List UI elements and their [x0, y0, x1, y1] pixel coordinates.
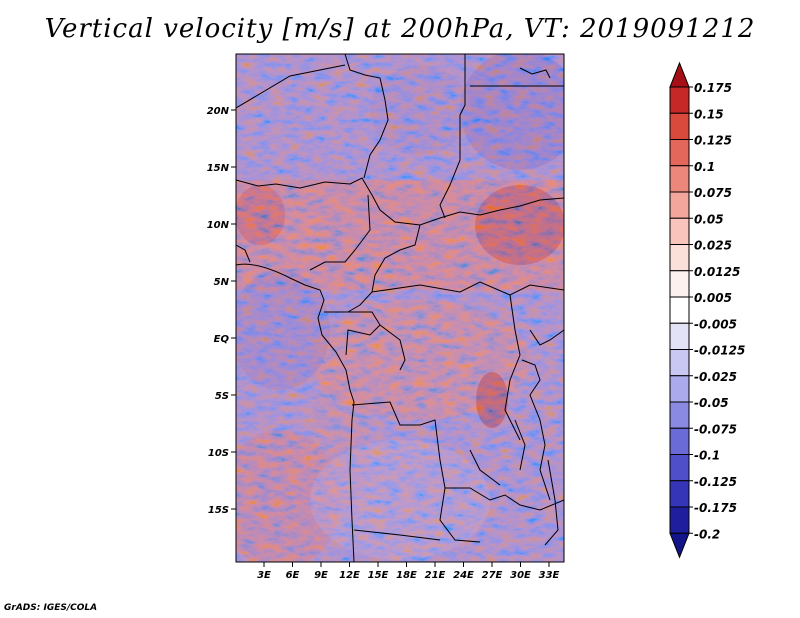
country-borders	[236, 54, 564, 562]
colorbar-box	[669, 427, 690, 455]
colorbar-box	[669, 454, 690, 482]
colorbar-box	[669, 112, 690, 140]
lon-label: 18E	[396, 570, 417, 581]
colorbar-box	[669, 296, 690, 324]
colorbar-label: -0.2	[694, 527, 720, 541]
colorbar-label: 0.175	[694, 81, 732, 95]
colorbar-box	[669, 506, 690, 534]
colorbar-box	[669, 191, 690, 219]
lon-label: 3E	[257, 570, 271, 581]
lon-label: 24E	[453, 570, 474, 581]
colorbar-label: -0.175	[694, 501, 737, 515]
lon-label: 15E	[368, 570, 389, 581]
colorbar-box	[669, 375, 690, 403]
colorbar-label: -0.025	[694, 370, 737, 384]
colorbar-box	[669, 270, 690, 298]
map-frame	[235, 53, 565, 563]
colorbar-label: 0.075	[694, 186, 732, 200]
lat-label: 10N	[207, 220, 230, 231]
colorbar-label: 0.005	[694, 291, 732, 305]
colorbar-top-arrow	[669, 61, 690, 88]
latitude-axis: 20N 15N 10N 5N EQ 5S 10S 15S	[207, 106, 236, 516]
credit-label: GrADS: IGES/COLA	[4, 603, 98, 613]
lon-label: 30E	[510, 570, 531, 581]
lat-label: EQ	[214, 334, 230, 345]
colorbar-box	[669, 401, 690, 429]
colorbar-label: -0.05	[694, 396, 729, 410]
lat-label: 20N	[207, 106, 230, 117]
colorbar-box	[669, 480, 690, 508]
colorbar-box	[669, 349, 690, 377]
lon-label: 27E	[482, 570, 503, 581]
colorbar-box	[669, 217, 690, 245]
colorbar-label: 0.05	[694, 212, 724, 226]
colorbar-label: -0.125	[694, 475, 737, 489]
velocity-field	[236, 54, 564, 562]
lon-label: 33E	[539, 570, 560, 581]
longitude-axis: 3E 6E 9E 12E 15E 18E 21E 24E 27E 30E 33E	[257, 562, 560, 581]
colorbar-label: -0.075	[694, 422, 737, 436]
lat-label: 10S	[208, 448, 229, 459]
lat-label: 15N	[207, 163, 230, 174]
colorbar-box	[669, 165, 690, 193]
colorbar-bottom-arrow	[669, 532, 690, 559]
colorbar-label: 0.1	[694, 160, 715, 174]
lon-label: 12E	[339, 570, 360, 581]
colorbar-label: -0.0125	[694, 344, 745, 358]
lat-label: 5S	[215, 391, 229, 402]
colorbar-box	[669, 322, 690, 350]
colorbar-box	[669, 139, 690, 167]
colorbar-label: 0.15	[694, 107, 724, 121]
colorbar-label: -0.1	[694, 449, 720, 463]
lon-label: 6E	[286, 570, 300, 581]
lat-label: 5N	[214, 277, 230, 288]
colorbar: 0.175 0.15 0.125 0.1 0.075 0.05 0.025 0.0125 0.0…	[669, 61, 745, 559]
colorbar-box	[669, 244, 690, 272]
plot-title: Vertical velocity [m/s] at 200hPa, VT: 2…	[44, 14, 756, 44]
colorbar-label: 0.125	[694, 134, 732, 148]
colorbar-box	[669, 86, 690, 114]
colorbar-label: -0.005	[694, 317, 737, 331]
lon-label: 9E	[314, 570, 328, 581]
lon-label: 21E	[425, 570, 446, 581]
colorbar-label: 0.025	[694, 239, 732, 253]
lat-label: 15S	[208, 505, 229, 516]
colorbar-label: 0.0125	[694, 265, 740, 279]
